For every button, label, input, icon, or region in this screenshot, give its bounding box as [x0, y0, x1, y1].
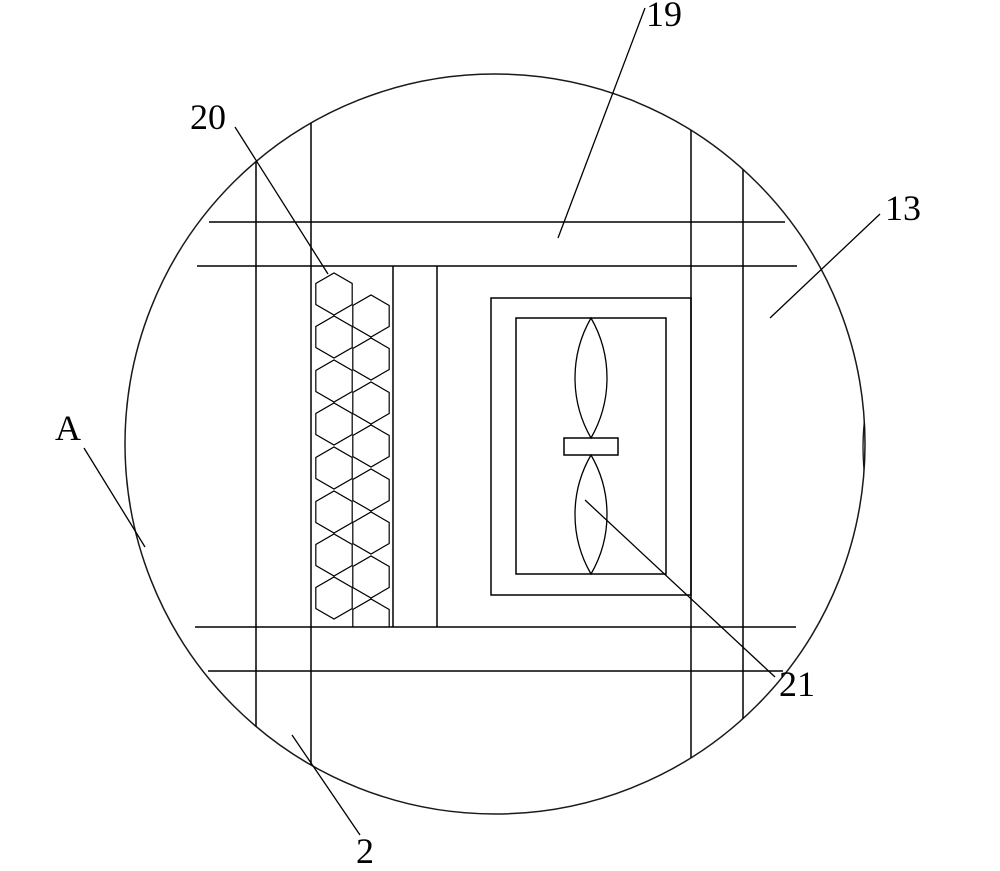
label-21: 21 [779, 666, 815, 702]
label-19: 19 [646, 0, 682, 32]
label-2: 2 [356, 833, 374, 869]
diagram-svg [0, 0, 1000, 869]
label-20: 20 [190, 99, 226, 135]
diagram-stage: 19 20 13 A 2 21 [0, 0, 1000, 869]
label-13: 13 [885, 190, 921, 226]
label-A: A [55, 410, 81, 446]
